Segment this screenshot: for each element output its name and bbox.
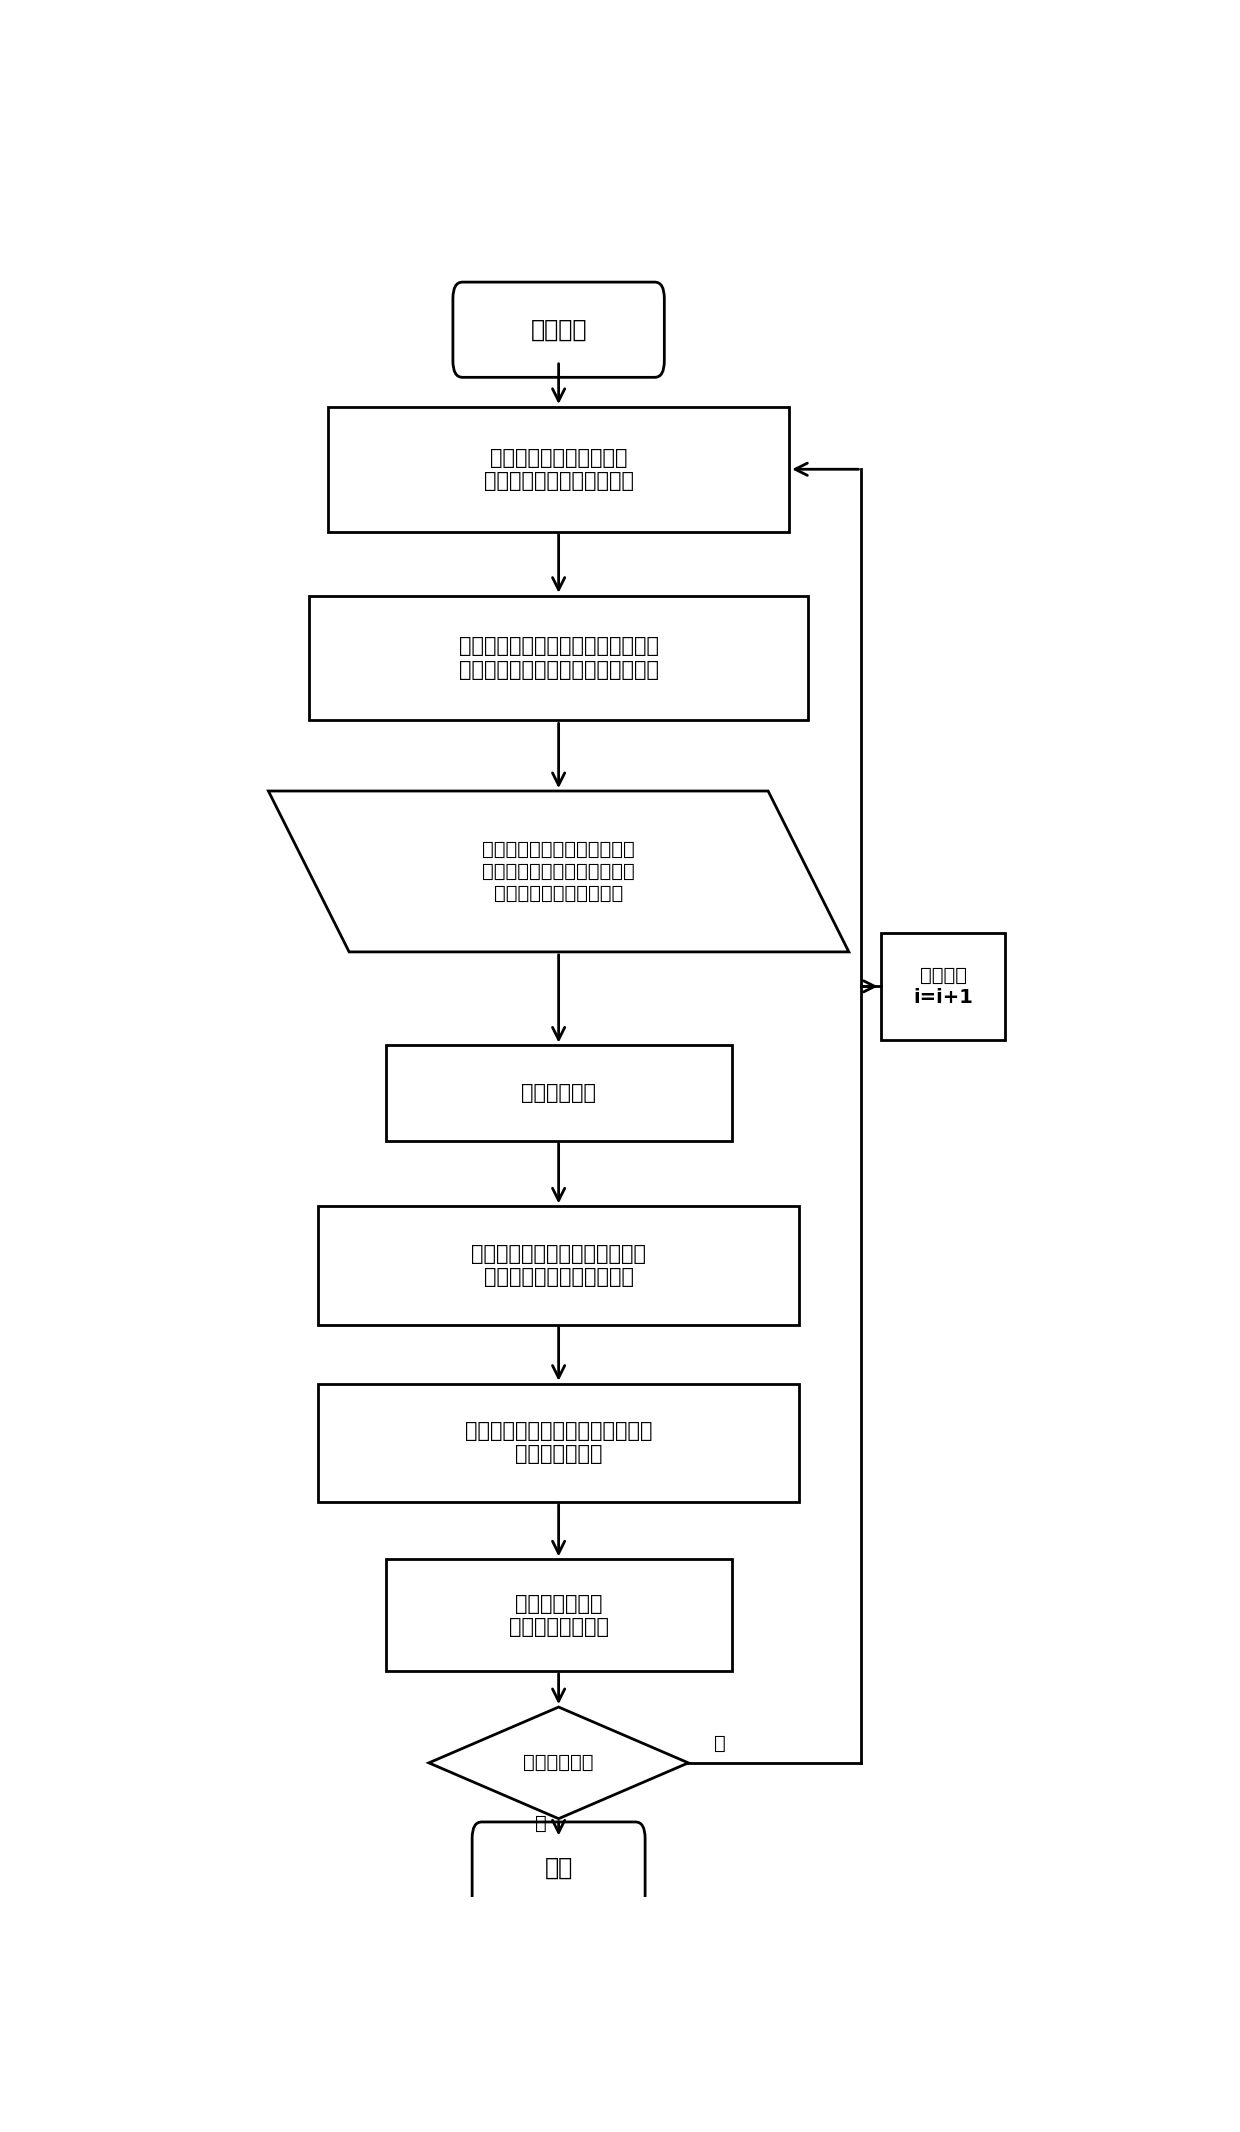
Text: 结束: 结束 — [544, 1857, 573, 1880]
Bar — [319, 1384, 799, 1501]
Bar — [309, 595, 808, 721]
Bar — [880, 934, 1006, 1040]
Text: 是否结束实验: 是否结束实验 — [523, 1753, 594, 1772]
FancyBboxPatch shape — [453, 281, 665, 377]
Text: 实验开始: 实验开始 — [531, 318, 587, 341]
Bar — [386, 1045, 732, 1141]
Text: 否: 否 — [714, 1733, 725, 1753]
Text: 根据实时的实验数据推算燃料温度变
化、冷却剂温度变化、空泡份额变化: 根据实时的实验数据推算燃料温度变 化、冷却剂温度变化、空泡份额变化 — [459, 637, 658, 680]
FancyBboxPatch shape — [472, 1823, 645, 1915]
Text: 将总反应性代入中子动力学方程
根据离散格式求解功率变化: 将总反应性代入中子动力学方程 根据离散格式求解功率变化 — [471, 1243, 646, 1288]
Text: 向高频直流电源
输出功率变化信号: 向高频直流电源 输出功率变化信号 — [508, 1593, 609, 1637]
Text: 将解得的功率根据反应堆燃料元件
热容量进行修正: 将解得的功率根据反应堆燃料元件 热容量进行修正 — [465, 1422, 652, 1465]
Text: 是: 是 — [536, 1814, 547, 1834]
Bar — [319, 1207, 799, 1324]
Text: 读取外加反应性和燃料温度反
应性系数、冷却剂温度反应性
系数、空泡反应性系数、: 读取外加反应性和燃料温度反 应性系数、冷却剂温度反应性 系数、空泡反应性系数、 — [482, 840, 635, 904]
Text: 时间步数
i=i+1: 时间步数 i=i+1 — [913, 966, 973, 1006]
Polygon shape — [268, 791, 849, 951]
Polygon shape — [429, 1708, 688, 1819]
Text: 计算总反应性: 计算总反应性 — [521, 1083, 596, 1102]
Text: 测量当前时刻加热壁面温
度、水温、流量、压降数据: 测量当前时刻加热壁面温 度、水温、流量、压降数据 — [484, 448, 634, 490]
Bar — [386, 1558, 732, 1671]
Bar — [327, 407, 789, 531]
